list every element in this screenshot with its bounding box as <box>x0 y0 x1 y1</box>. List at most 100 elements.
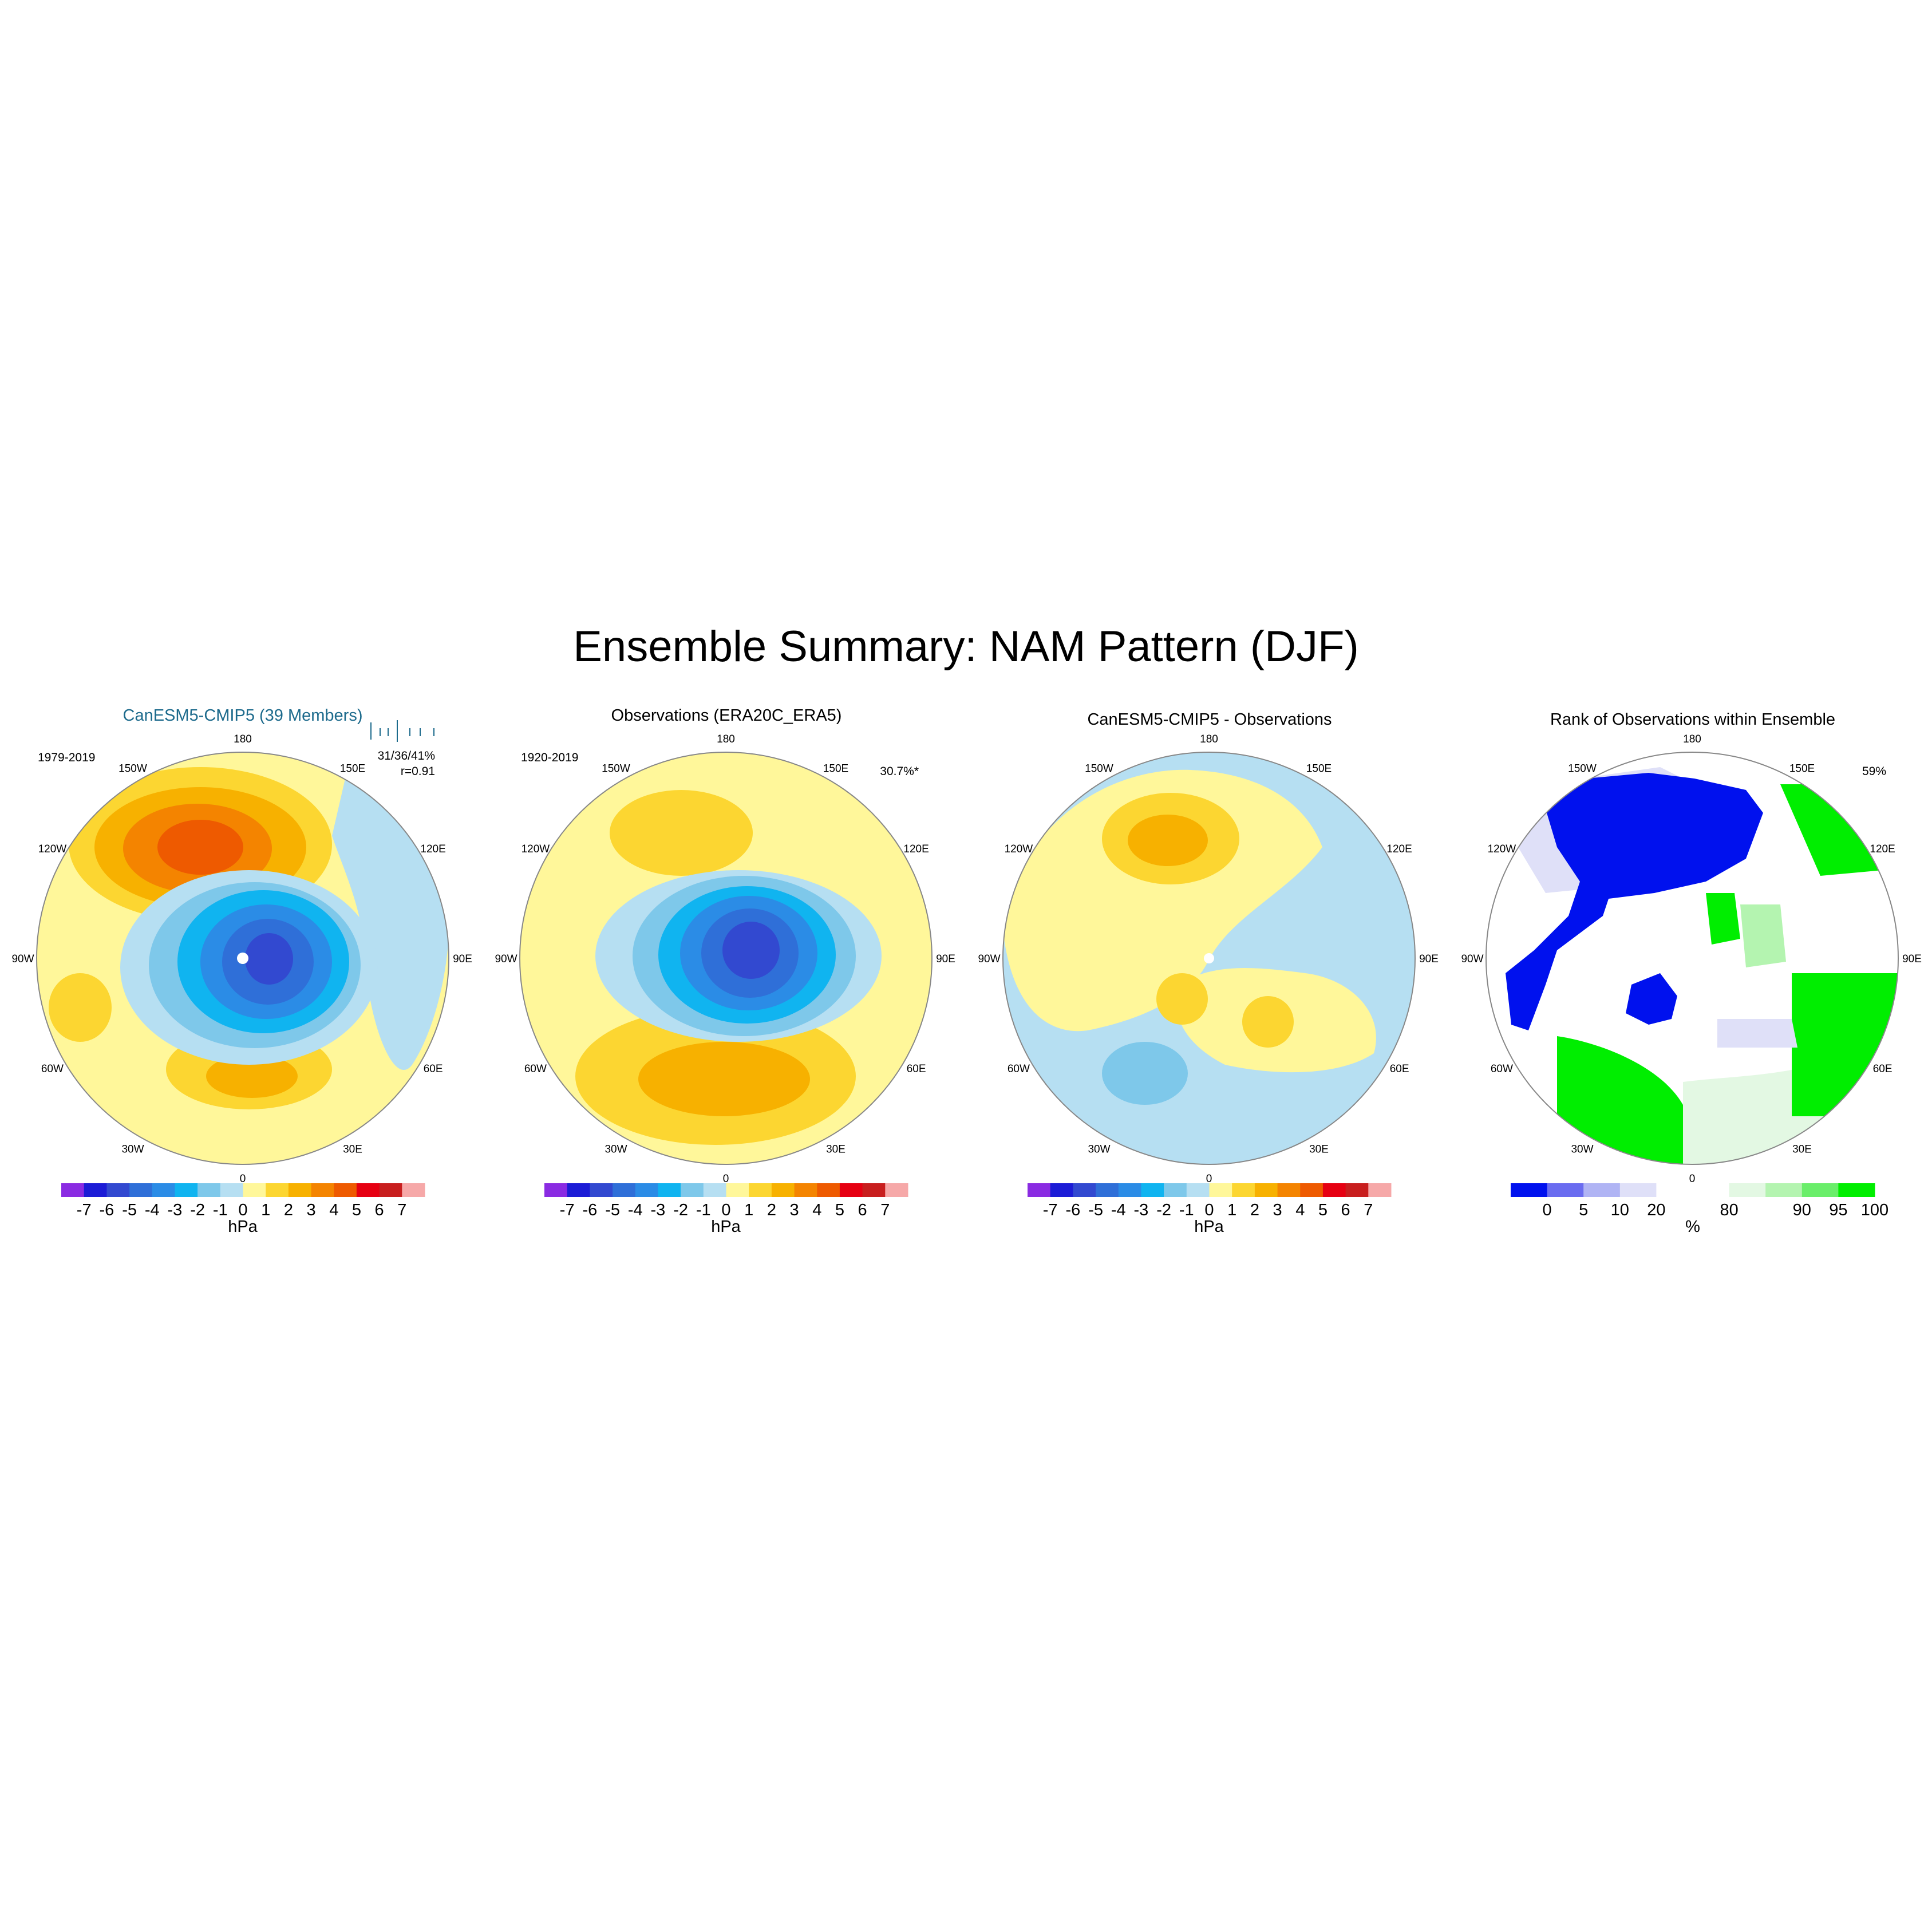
colorbar-3-tick-label: 5 <box>1318 1201 1327 1219</box>
panel-3-lon-label: 120E <box>1386 843 1412 855</box>
colorbar-3-tick-label: 3 <box>1273 1201 1282 1219</box>
colorbar-2-unit: hPa <box>711 1218 741 1236</box>
colorbar-1-tick-label: -2 <box>190 1201 205 1219</box>
colorbar-1-tick-label: -4 <box>145 1201 160 1219</box>
colorbar-2-tick-label: -4 <box>628 1201 643 1219</box>
panel-1-lon-label: 30E <box>343 1144 362 1156</box>
colorbar-4-tick-label: 100 <box>1861 1201 1888 1219</box>
colorbar-1-swatch <box>356 1183 380 1197</box>
colorbar-2-tick-label: 0 <box>721 1201 730 1219</box>
panel-1-lon-label: 120E <box>420 843 445 855</box>
colorbar-1-tick-label: 6 <box>375 1201 384 1219</box>
colorbar-2-swatch <box>726 1183 749 1197</box>
longitude-labels: 180 150E 120E 90E 60E 30E 0 30W 60W 90W 120W 150W 18… <box>11 733 1921 1185</box>
panel-1-stat-fraction: 31/36/41% <box>377 749 435 762</box>
colorbar-3-tick-label: -5 <box>1088 1201 1103 1219</box>
panel-2-lon-label: 150E <box>823 762 848 775</box>
colorbar-3-tick-label: -1 <box>1179 1201 1194 1219</box>
panel-4-lon-label: 0 <box>1689 1173 1696 1185</box>
panel-4-lon-label: 60E <box>1873 1063 1893 1075</box>
colorbar-2-tick-label: 1 <box>744 1201 753 1219</box>
panel-1-lon-label: 90W <box>11 953 34 965</box>
colorbar-3-swatch <box>1028 1183 1051 1197</box>
panel-2-stat: 30.7%* <box>880 765 919 778</box>
colorbar-2-swatch <box>567 1183 590 1197</box>
panel-1-period: 1979-2019 <box>38 751 96 764</box>
colorbar-1-swatch <box>311 1183 334 1197</box>
colorbar-4-swatch <box>1729 1183 1766 1197</box>
panel-4-lon-label: 30W <box>1571 1144 1593 1156</box>
colorbar-4-swatch <box>1619 1183 1657 1197</box>
colorbar-2-tick-label: 6 <box>858 1201 867 1219</box>
colorbar-3-swatch <box>1050 1183 1073 1197</box>
colorbar-2-swatch <box>839 1183 863 1197</box>
panel-4-lon-label: 90W <box>1461 953 1483 965</box>
panel-2-lon-label: 120E <box>903 843 929 855</box>
colorbar-2-swatch <box>862 1183 886 1197</box>
colorbar-2-swatch <box>885 1183 908 1197</box>
panel-3-lon-label: 180 <box>1200 733 1218 745</box>
colorbar-2-tick-label: 7 <box>880 1201 890 1219</box>
panel-3-lon-label: 30E <box>1309 1144 1329 1156</box>
colorbar-4-swatch <box>1801 1183 1839 1197</box>
colorbar-3-tick-label: -3 <box>1134 1201 1149 1219</box>
panel-3-lon-label: 30W <box>1088 1144 1110 1156</box>
colorbar-1-tick-label: 7 <box>397 1201 406 1219</box>
colorbar-1-swatch <box>175 1183 198 1197</box>
colorbar-2-swatch <box>544 1183 568 1197</box>
panel-2-lon-label: 90W <box>495 953 517 965</box>
colorbar-2-tick-label: -6 <box>583 1201 598 1219</box>
panel-2-lon-label: 60E <box>907 1063 926 1075</box>
colorbar-3-swatch <box>1322 1183 1346 1197</box>
panel-4-lon-label: 150W <box>1568 762 1597 775</box>
colorbar-3-tick-label: -6 <box>1066 1201 1081 1219</box>
panel-3-pole-marker <box>1204 953 1214 963</box>
colorbar-2-swatch <box>613 1183 636 1197</box>
colorbar-1-tick-label: 5 <box>352 1201 361 1219</box>
colorbars: -7 -6 -5 -4 -3 -2 -1 0 1 2 3 4 5 6 7 -7 -6 -5 -4 -3 -2 -1 0 1 2 3… <box>61 1183 1888 1219</box>
colorbar-1-swatch <box>84 1183 107 1197</box>
panel-1-lon-label: 30W <box>121 1144 144 1156</box>
panel-4-lon-label: 30E <box>1792 1144 1812 1156</box>
panel-2-map <box>520 752 932 1164</box>
colorbar-2-tick-label: -7 <box>560 1201 575 1219</box>
panel-4-lon-label: 150E <box>1789 762 1815 775</box>
colorbar-3-tick-label: 1 <box>1227 1201 1236 1219</box>
colorbar-2-swatch <box>658 1183 681 1197</box>
panel-2-lon-label: 0 <box>723 1173 729 1185</box>
colorbar-2-swatch <box>703 1183 726 1197</box>
colorbar-3-tick-label: -4 <box>1111 1201 1126 1219</box>
colorbar-2-tick-label: 3 <box>790 1201 799 1219</box>
panel-1-lon-label: 60W <box>41 1063 64 1075</box>
panel-1-spread-ticks <box>370 720 434 742</box>
panel-1-title: CanESM5-CMIP5 (39 Members) <box>123 706 363 725</box>
colorbar-4-tick-label: 90 <box>1793 1201 1811 1219</box>
colorbar-2-tick-label: 2 <box>767 1201 776 1219</box>
panel-1-lon-label: 0 <box>240 1173 246 1185</box>
colorbar-1-tick-label: 3 <box>307 1201 316 1219</box>
panel-4-title: Rank of Observations within Ensemble <box>1550 710 1836 729</box>
colorbar-1-swatch <box>334 1183 357 1197</box>
colorbar-2-swatch <box>817 1183 840 1197</box>
colorbar-2-tick-label: 4 <box>812 1201 821 1219</box>
colorbar-4-tick-label: 0 <box>1543 1201 1552 1219</box>
colorbar-2-swatch <box>590 1183 613 1197</box>
colorbar-3-tick-label: -7 <box>1043 1201 1058 1219</box>
panel-3-lon-label: 150E <box>1306 762 1332 775</box>
panel-1-lon-label: 180 <box>234 733 252 745</box>
colorbar-1-tick-label: -1 <box>213 1201 228 1219</box>
colorbar-2-swatch <box>794 1183 817 1197</box>
panel-1-lon-label: 150E <box>340 762 365 775</box>
colorbar-4-swatch <box>1547 1183 1584 1197</box>
panel-3-lon-label: 60E <box>1390 1063 1409 1075</box>
colorbar-3-swatch <box>1300 1183 1323 1197</box>
colorbar-1-tick-label: -6 <box>100 1201 114 1219</box>
panel-1-lon-label: 90E <box>453 953 472 965</box>
colorbar-3-swatch <box>1345 1183 1369 1197</box>
panel-2-period: 1920-2019 <box>521 751 579 764</box>
colorbar-3-tick-label: -2 <box>1156 1201 1171 1219</box>
colorbar-1-tick-label: 1 <box>261 1201 270 1219</box>
colorbar-3-swatch <box>1073 1183 1096 1197</box>
colorbar-3-swatch <box>1141 1183 1164 1197</box>
